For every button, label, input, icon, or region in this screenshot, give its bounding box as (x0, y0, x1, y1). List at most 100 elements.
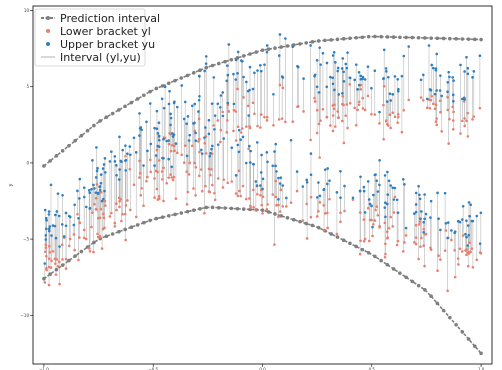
lower-bracket-point (435, 117, 438, 120)
upper-bracket-point (386, 193, 390, 196)
upper-bracket-point (439, 74, 442, 77)
upper-bracket-point (475, 214, 479, 218)
prediction-interval-marker (410, 279, 415, 284)
upper-bracket-point (236, 72, 239, 75)
upper-bracket-point (378, 110, 381, 114)
lower-bracket-point (51, 250, 55, 253)
lower-bracket-point (281, 86, 285, 90)
lower-bracket-point (439, 110, 442, 114)
lower-bracket-point (315, 108, 319, 112)
upper-bracket-point (465, 235, 468, 239)
upper-bracket-point (333, 88, 336, 92)
lower-bracket-point (234, 192, 238, 195)
upper-bracket-point (259, 64, 262, 67)
prediction-interval-marker (216, 61, 221, 66)
upper-bracket-point (53, 224, 57, 228)
lower-bracket-point (374, 208, 377, 212)
x-tick-label: 1.0 (478, 367, 485, 370)
legend-item-interval: Interval (yl,yu) (41, 51, 141, 64)
upper-bracket-point (376, 190, 380, 193)
lower-bracket-point (200, 189, 204, 193)
prediction-interval-marker (460, 37, 465, 41)
upper-bracket-point (82, 195, 86, 199)
upper-bracket-point (56, 192, 60, 195)
lower-bracket-points (43, 83, 483, 293)
lower-bracket-point (357, 100, 361, 104)
upper-bracket-point (248, 65, 252, 69)
lower-bracket-point (245, 125, 248, 128)
lower-bracket-point (419, 96, 423, 99)
prediction-interval-marker (42, 276, 46, 281)
upper-bracket-point (242, 75, 245, 79)
lower-bracket-point (96, 232, 99, 236)
lower-bracket-point (397, 115, 400, 119)
lower-bracket-point (317, 122, 321, 126)
prediction-interval-marker (310, 40, 315, 44)
upper-bracket-point (93, 187, 96, 190)
upper-bracket-point (203, 69, 206, 73)
upper-bracket-point (237, 128, 241, 132)
upper-bracket-point (246, 89, 250, 93)
lower-bracket-point (376, 213, 380, 217)
lower-bracket-point (237, 169, 241, 173)
prediction-interval-marker (310, 223, 315, 228)
upper-bracket-point (148, 102, 152, 105)
prediction-interval-marker (42, 164, 46, 168)
lower-bracket-point (155, 187, 159, 191)
upper-bracket-point (72, 223, 76, 227)
lower-bracket-point (389, 126, 392, 130)
lower-bracket-point (317, 210, 320, 213)
lower-bracket-point (466, 264, 470, 268)
upper-bracket-point (77, 216, 80, 220)
lower-bracket-point (318, 156, 321, 159)
upper-bracket-point (419, 78, 423, 82)
upper-bracket-point (102, 163, 106, 166)
prediction-interval-marker (254, 50, 259, 54)
lower-bracket-point (462, 100, 466, 103)
lower-bracket-point (234, 139, 238, 142)
lower-bracket-point (95, 208, 98, 211)
lower-bracket-point (192, 187, 195, 190)
legend-swatch-upper-marker (46, 42, 50, 46)
upper-bracket-point (461, 204, 465, 208)
prediction-interval-marker (460, 330, 465, 334)
prediction-interval-marker (416, 35, 421, 40)
upper-bracket-point (430, 63, 434, 67)
prediction-interval-marker (385, 35, 390, 39)
lower-bracket-point (113, 225, 117, 228)
prediction-interval-marker (429, 36, 433, 40)
lower-bracket-point (388, 113, 392, 117)
lower-bracket-point (241, 127, 244, 130)
lower-bracket-point (47, 283, 51, 287)
upper-bracket-point (219, 94, 223, 97)
lower-bracket-point (209, 173, 212, 177)
lower-bracket-point (194, 166, 198, 169)
prediction-interval-marker (279, 214, 284, 218)
lower-bracket-point (64, 267, 68, 270)
lower-bracket-point (180, 153, 184, 157)
upper-bracket-point (67, 214, 71, 218)
lower-bracket-point (396, 239, 400, 243)
prediction-interval-marker (260, 208, 265, 212)
lower-bracket-point (114, 202, 118, 206)
prediction-interval-marker (192, 71, 196, 75)
upper-bracket-point (138, 112, 141, 115)
upper-bracket-point (354, 63, 358, 66)
x-tick-label: 0.5 (369, 367, 376, 370)
lower-bracket-point (382, 103, 385, 107)
lower-bracket-point (359, 88, 363, 91)
upper-bracket-point (434, 68, 438, 72)
upper-bracket-point (384, 215, 387, 219)
prediction-interval-marker (179, 211, 184, 215)
lower-bracket-point (273, 243, 276, 246)
lower-bracket-point (236, 87, 239, 91)
lower-bracket-point (148, 158, 152, 162)
upper-bracket-point (255, 184, 259, 187)
upper-bracket-point (91, 159, 94, 162)
legend: Prediction interval Lower bracket yl Upp… (34, 8, 160, 67)
upper-bracket-point (124, 144, 127, 147)
upper-bracket-point (225, 64, 229, 67)
lower-bracket-point (440, 130, 444, 133)
upper-bracket-point (315, 59, 319, 62)
